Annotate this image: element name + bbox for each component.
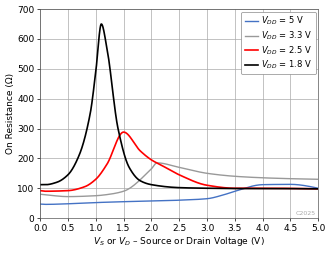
$V_{DD}$ = 1.8 V xyxy=(316,187,320,190)
$V_{DD}$ = 1.8 V xyxy=(52,182,56,185)
$V_{DD}$ = 5 V xyxy=(308,185,312,188)
$V_{DD}$ = 3.3 V xyxy=(316,178,320,181)
$V_{DD}$ = 3.3 V xyxy=(52,194,56,197)
$V_{DD}$ = 5 V xyxy=(288,183,292,186)
$V_{DD}$ = 2.5 V xyxy=(38,189,42,192)
$V_{DD}$ = 5 V xyxy=(166,199,170,202)
$V_{DD}$ = 2.5 V xyxy=(174,171,178,174)
$V_{DD}$ = 1.8 V xyxy=(173,186,177,189)
$V_{DD}$ = 3.3 V xyxy=(166,163,170,166)
$V_{DD}$ = 5 V xyxy=(173,199,177,202)
$V_{DD}$ = 2.5 V xyxy=(258,187,261,190)
$V_{DD}$ = 5 V xyxy=(44,203,48,206)
$V_{DD}$ = 2.5 V xyxy=(308,187,312,190)
$V_{DD}$ = 2.5 V xyxy=(308,187,312,190)
Legend: $V_{DD}$ = 5 V, $V_{DD}$ = 3.3 V, $V_{DD}$ = 2.5 V, $V_{DD}$ = 1.8 V: $V_{DD}$ = 5 V, $V_{DD}$ = 3.3 V, $V_{DD… xyxy=(241,11,316,74)
$V_{DD}$ = 3.3 V xyxy=(38,193,42,196)
$V_{DD}$ = 3.3 V xyxy=(66,195,70,198)
$V_{DD}$ = 1.8 V xyxy=(99,22,103,25)
$V_{DD}$ = 1.8 V xyxy=(38,183,42,186)
$V_{DD}$ = 2.5 V xyxy=(44,190,48,193)
$V_{DD}$ = 2.5 V xyxy=(121,131,125,134)
X-axis label: $V_S$ or $V_D$ – Source or Drain Voltage (V): $V_S$ or $V_D$ – Source or Drain Voltage… xyxy=(93,235,265,248)
$V_{DD}$ = 5 V xyxy=(316,187,320,190)
$V_{DD}$ = 5 V xyxy=(53,203,57,206)
$V_{DD}$ = 3.3 V xyxy=(258,176,261,179)
$V_{DD}$ = 1.8 V xyxy=(308,187,312,190)
$V_{DD}$ = 3.3 V xyxy=(174,165,178,168)
$V_{DD}$ = 1.8 V xyxy=(308,187,312,190)
Text: C2025: C2025 xyxy=(295,211,315,216)
Line: $V_{DD}$ = 5 V: $V_{DD}$ = 5 V xyxy=(40,184,318,204)
$V_{DD}$ = 2.5 V xyxy=(53,189,57,193)
$V_{DD}$ = 3.3 V xyxy=(308,178,312,181)
$V_{DD}$ = 2.5 V xyxy=(166,168,170,171)
$V_{DD}$ = 5 V xyxy=(38,202,42,205)
Line: $V_{DD}$ = 2.5 V: $V_{DD}$ = 2.5 V xyxy=(40,132,318,191)
$V_{DD}$ = 3.3 V xyxy=(308,178,312,181)
$V_{DD}$ = 1.8 V xyxy=(166,185,170,188)
Line: $V_{DD}$ = 1.8 V: $V_{DD}$ = 1.8 V xyxy=(40,24,318,189)
$V_{DD}$ = 5 V xyxy=(308,185,312,188)
$V_{DD}$ = 2.5 V xyxy=(316,187,320,190)
$V_{DD}$ = 1.8 V xyxy=(257,187,261,190)
Line: $V_{DD}$ = 3.3 V: $V_{DD}$ = 3.3 V xyxy=(40,163,318,197)
$V_{DD}$ = 3.3 V xyxy=(155,161,159,164)
Y-axis label: On Resistance (Ω): On Resistance (Ω) xyxy=(6,73,15,154)
$V_{DD}$ = 5 V xyxy=(257,183,261,186)
